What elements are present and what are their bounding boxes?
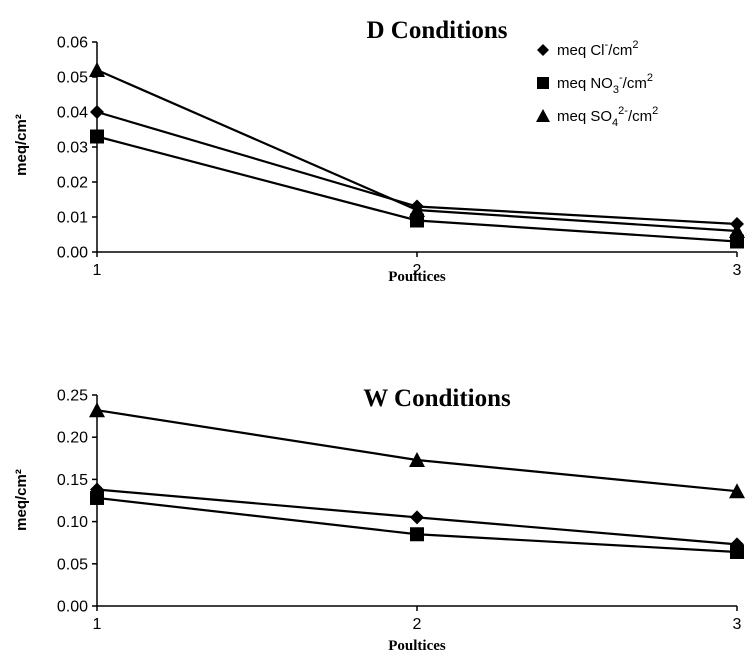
y-axis-label: meq/cm² <box>13 114 30 176</box>
y-tick-label: 0.00 <box>57 599 88 616</box>
y-axis-label: meq/cm² <box>13 469 30 531</box>
legend-marker-square <box>537 77 549 89</box>
series-square <box>90 490 744 559</box>
series-line <box>96 409 738 493</box>
series-square <box>90 129 744 249</box>
data-point-triangle <box>409 202 425 217</box>
chart-title: W Conditions <box>363 385 511 412</box>
y-tick-label: 0.06 <box>57 35 88 52</box>
series-line <box>96 496 738 554</box>
y-tick-label: 0.05 <box>57 556 88 573</box>
legend-marker-triangle <box>536 109 550 122</box>
data-point-square <box>90 490 104 505</box>
series-triangle <box>89 62 745 238</box>
y-tick-label: 0.25 <box>57 388 88 405</box>
data-point-triangle <box>729 483 745 499</box>
x-tick-label: 1 <box>93 616 102 633</box>
y-tick-label: 0.04 <box>57 105 88 122</box>
d-conditions-chart: D Conditions 0.00 0.01 0.02 0.03 0.04 0.05 0.06… <box>13 17 745 285</box>
data-point-square <box>730 544 744 559</box>
y-tick-label: 0.01 <box>57 210 88 227</box>
x-axis-label: Poultices <box>388 638 446 654</box>
chart-title: D Conditions <box>366 17 507 44</box>
legend: meq Cl-/cm2 meq NO3-/cm2 meq SO42-/cm2 <box>536 39 658 129</box>
x-tick-label: 1 <box>93 262 102 279</box>
data-point-diamond <box>410 510 424 525</box>
y-tick-label: 0.00 <box>57 245 88 262</box>
data-point-square <box>410 527 424 542</box>
series-triangle <box>89 402 745 499</box>
data-point-diamond <box>90 105 104 119</box>
y-tick-label: 0.05 <box>57 70 88 87</box>
data-point-triangle <box>409 451 425 467</box>
data-point-square <box>90 129 104 144</box>
legend-entry-label: meq Cl-/cm2 <box>557 39 638 59</box>
data-point-triangle <box>89 402 105 418</box>
x-tick-label: 3 <box>733 616 742 633</box>
y-tick-label: 0.10 <box>57 514 88 531</box>
data-point-triangle <box>89 62 105 77</box>
x-tick-label: 2 <box>413 616 422 633</box>
x-tick-label: 3 <box>733 262 742 279</box>
y-tick-label: 0.02 <box>57 175 88 192</box>
legend-entry-label: meq NO3-/cm2 <box>557 72 653 96</box>
x-tick-label: 2 <box>413 262 422 279</box>
y-tick-label: 0.20 <box>57 430 88 447</box>
legend-marker-diamond <box>537 44 549 56</box>
legend-entry-label: meq SO42-/cm2 <box>557 105 658 129</box>
axis-lines <box>96 395 737 607</box>
data-point-triangle <box>729 223 745 238</box>
y-tick-label: 0.03 <box>57 140 88 157</box>
y-tick-label: 0.15 <box>57 472 88 489</box>
x-axis-label: Poultices <box>388 269 446 285</box>
w-conditions-chart: W Conditions 0.00 0.05 0.10 0.15 0.20 0.25 1 2 3 P… <box>13 385 745 654</box>
